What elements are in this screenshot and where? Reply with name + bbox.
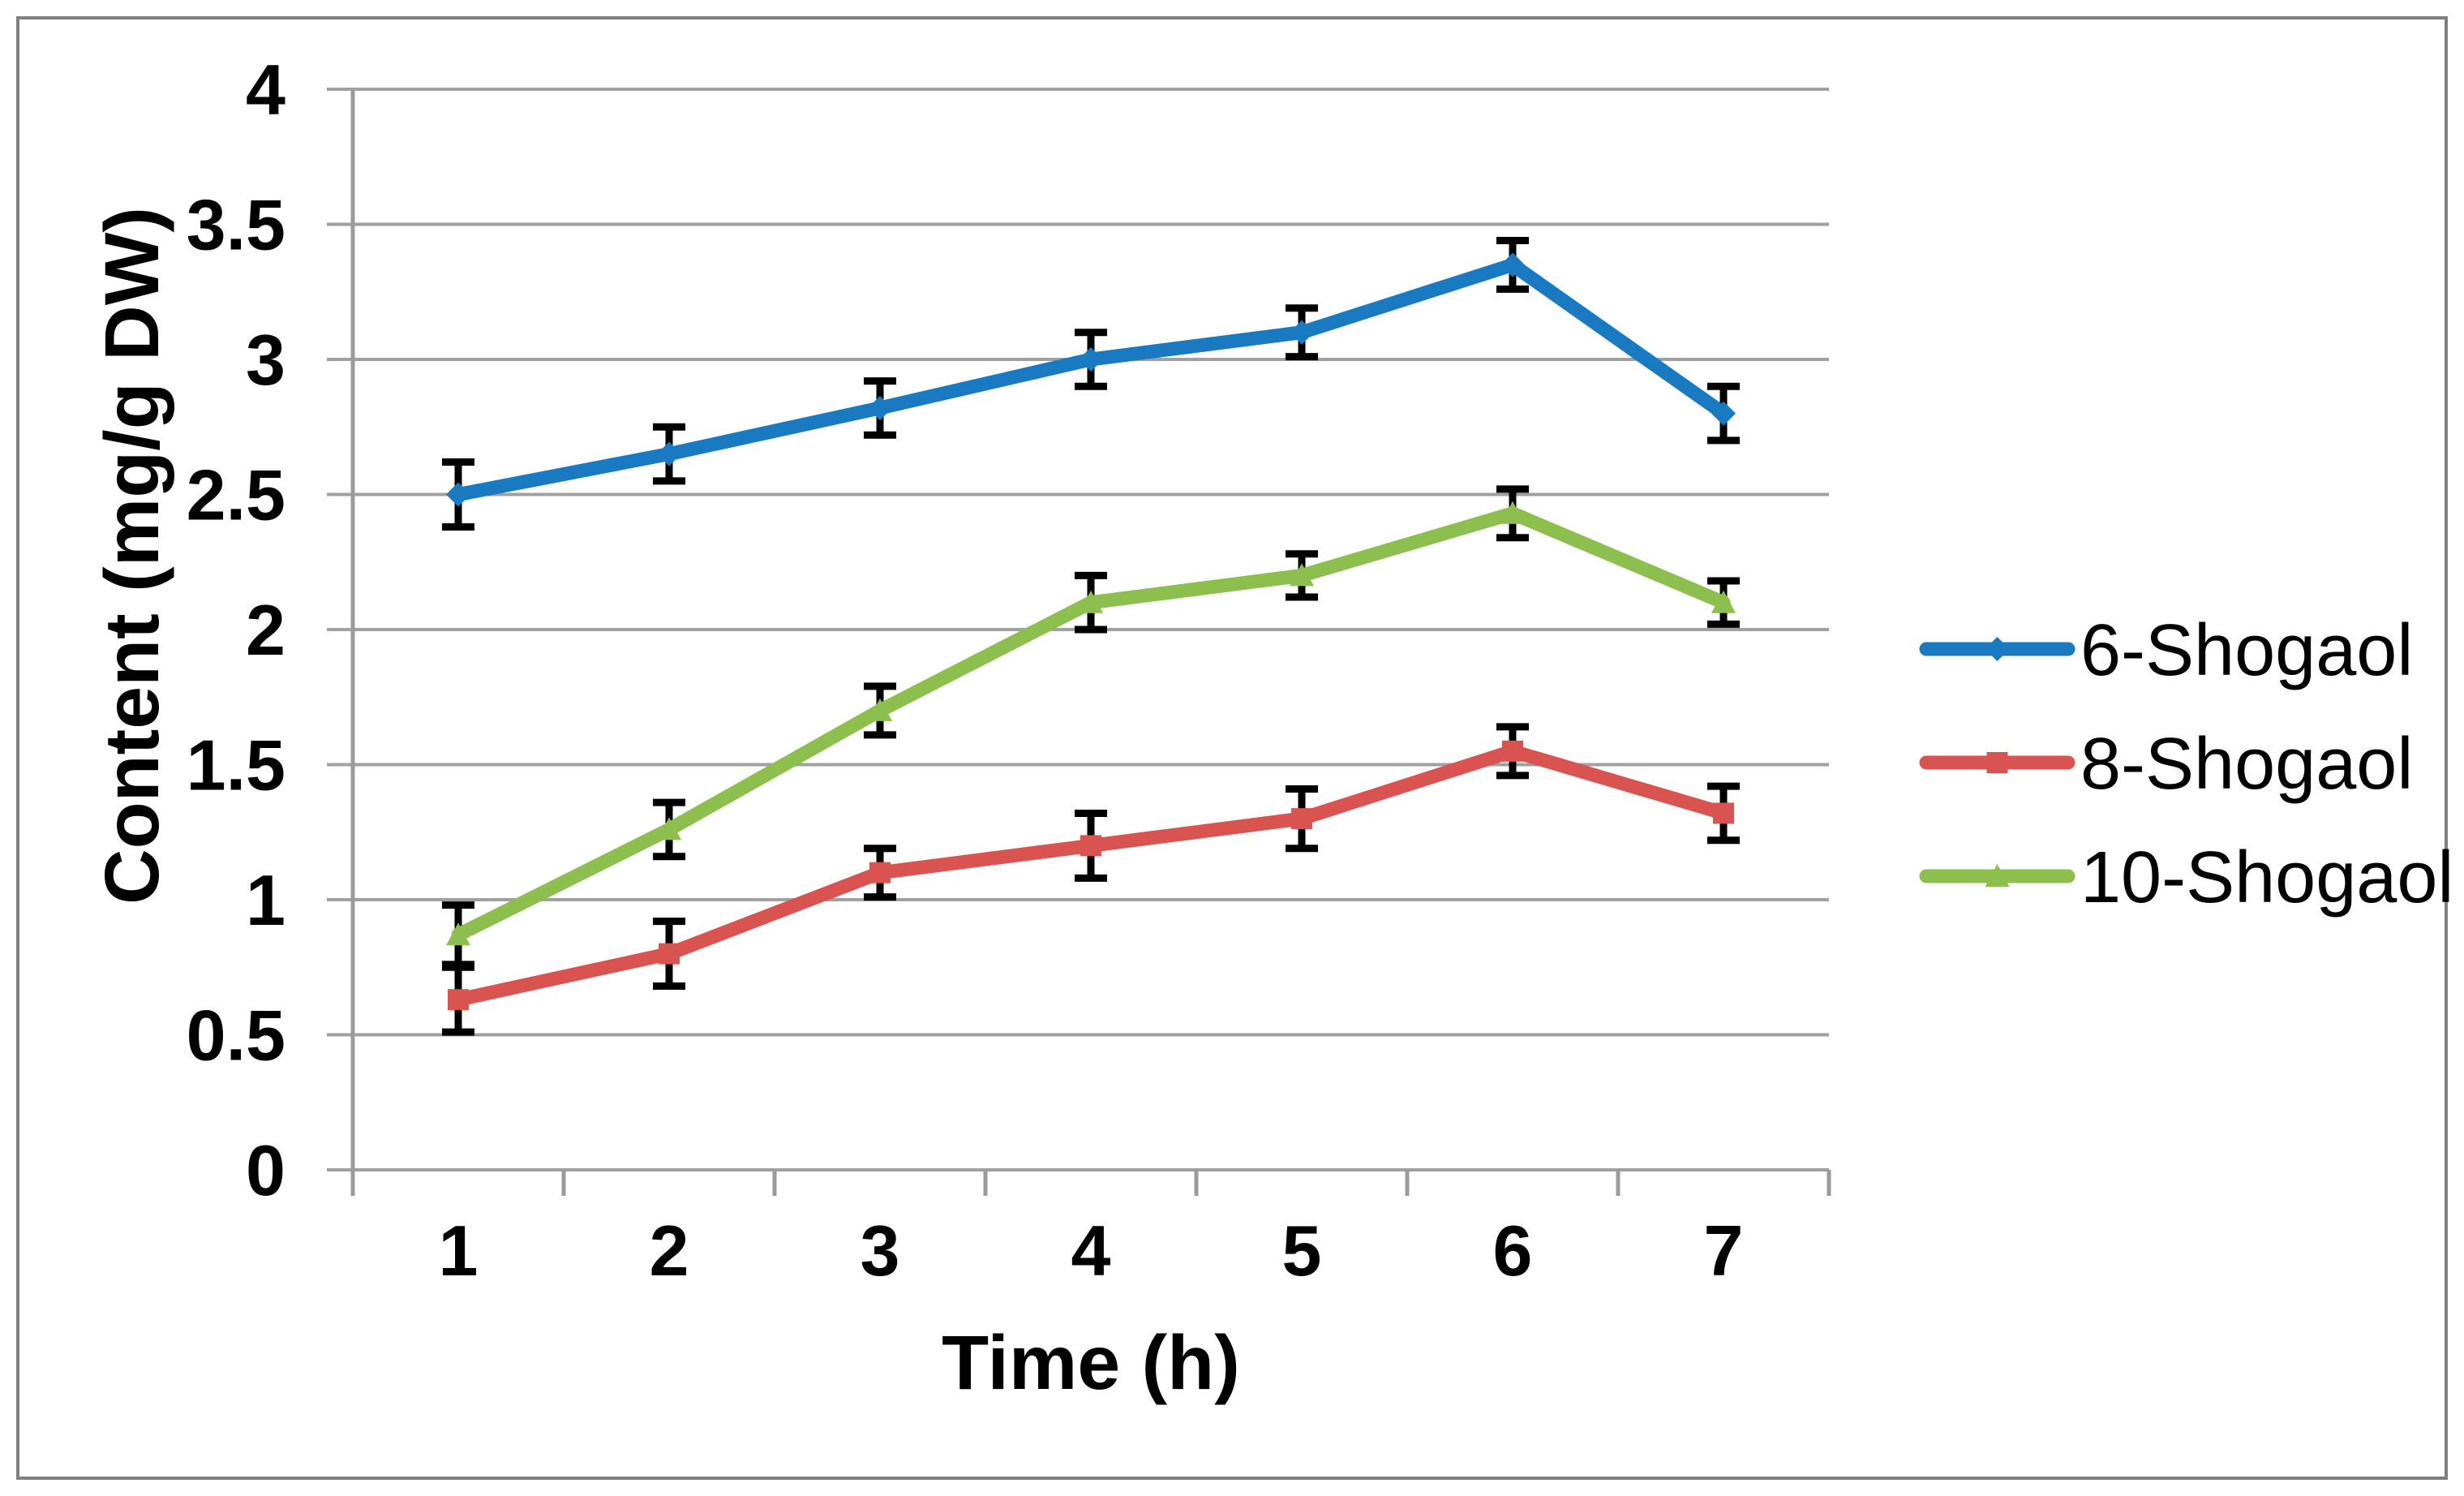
figure-border-layer: [16, 16, 2448, 1480]
y-tick-label: 0.5: [187, 995, 285, 1076]
series-marker-10-shogaol: [1079, 590, 1103, 613]
series-marker-6-shogaol: [1079, 347, 1103, 372]
axis-labels-layer: 0 0.5 1 1.5 2 2.5 3 3.5 4 1 2 3 4 5 6 7 Time (h) Content …: [89, 49, 1743, 1406]
series-marker-8-shogaol: [659, 943, 680, 965]
figure-border: [16, 16, 2448, 1480]
y-tick-label: 1: [246, 860, 285, 940]
series-marker-10-shogaol: [1290, 563, 1314, 587]
y-tick-label: 3.5: [187, 185, 285, 265]
y-tick-label: 2: [246, 590, 285, 670]
legend-label: 6-Shogaol: [2080, 610, 2413, 691]
y-tick-label: 1.5: [187, 725, 285, 806]
legend-label: 10-Shogaol: [2080, 837, 2453, 918]
series-marker-8-shogaol: [448, 989, 469, 1011]
x-tick-label: 4: [1071, 1210, 1111, 1291]
y-tick-label: 3: [246, 320, 285, 400]
series-marker-8-shogaol: [1080, 835, 1101, 857]
legend-item-10-shogaol: 10-Shogaol: [1919, 837, 2453, 918]
series-marker-10-shogaol: [446, 922, 470, 946]
x-tick-label: 5: [1282, 1210, 1322, 1291]
legend-marker: [1985, 637, 2010, 661]
series-marker-8-shogaol: [1713, 802, 1734, 824]
x-tick-label: 1: [439, 1210, 479, 1291]
series-marker-6-shogaol: [1500, 252, 1525, 277]
series-layer: [446, 252, 1736, 1011]
series-marker-6-shogaol: [1711, 401, 1736, 426]
series-marker-10-shogaol: [1500, 501, 1525, 524]
series-marker-10-shogaol: [657, 817, 681, 840]
legend-marker: [1986, 752, 2008, 773]
y-tick-label: 2.5: [187, 455, 285, 535]
x-tick-label: 3: [861, 1210, 900, 1291]
series-marker-8-shogaol: [1502, 740, 1523, 762]
series-marker-10-shogaol: [1711, 590, 1736, 613]
axes-layer: [350, 89, 1831, 1196]
series-marker-6-shogaol: [446, 482, 470, 507]
series-marker-6-shogaol: [1290, 320, 1314, 345]
legend-layer: 6-Shogaol 8-Shogaol 10-Shogaol: [1919, 610, 2453, 918]
series-marker-8-shogaol: [869, 862, 891, 883]
legend-item-6-shogaol: 6-Shogaol: [1919, 610, 2413, 691]
legend-label: 8-Shogaol: [2080, 724, 2413, 805]
x-tick-label: 7: [1704, 1210, 1744, 1291]
y-axis-title: Content (mg/g DW): [89, 207, 175, 905]
legend-marker: [1985, 864, 2010, 887]
x-tick-label: 6: [1493, 1210, 1533, 1291]
y-tick-label: 4: [246, 49, 285, 130]
y-tick-label: 0: [246, 1130, 285, 1210]
series-marker-10-shogaol: [868, 698, 892, 721]
legend-item-8-shogaol: 8-Shogaol: [1919, 724, 2413, 805]
x-tick-label: 2: [650, 1210, 689, 1291]
series-marker-8-shogaol: [1291, 808, 1312, 830]
series-marker-6-shogaol: [868, 395, 892, 420]
x-axis-title: Time (h): [942, 1320, 1240, 1406]
series-marker-6-shogaol: [657, 441, 681, 466]
